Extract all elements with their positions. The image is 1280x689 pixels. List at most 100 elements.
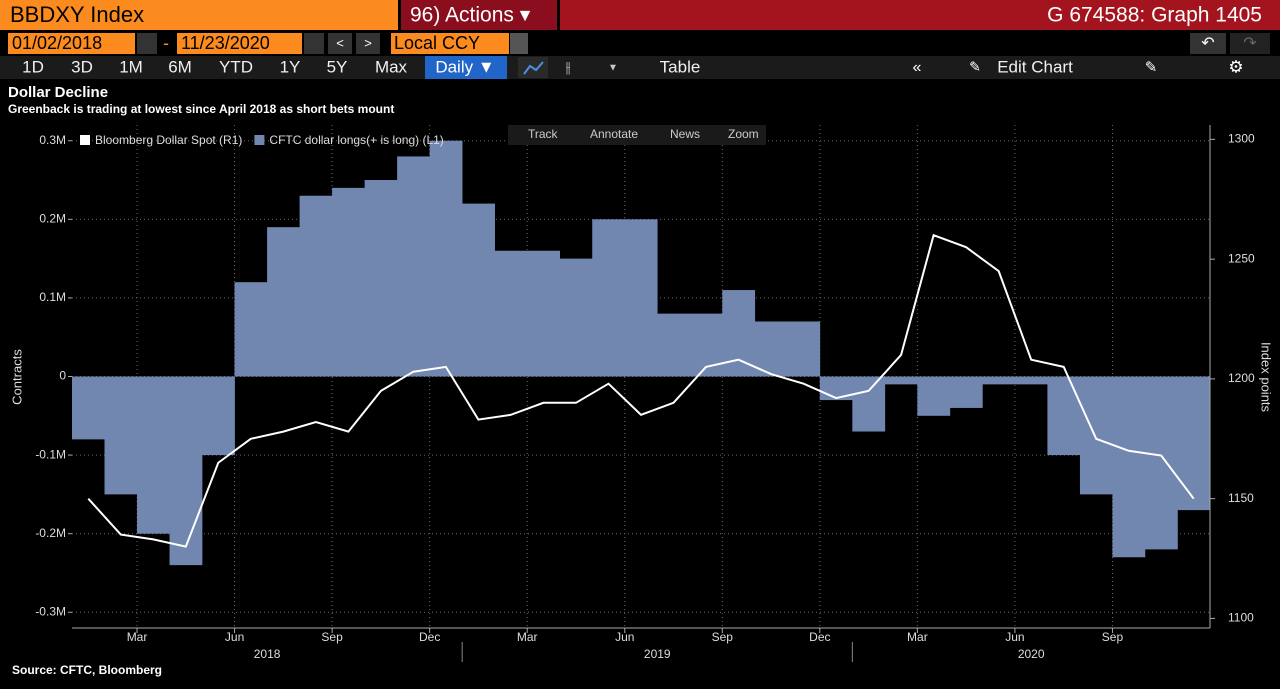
year-label: 2019 <box>644 647 671 661</box>
dropdown-icon[interactable]: ▼ <box>608 63 618 74</box>
y2-tick-label: 1200 <box>1228 371 1255 385</box>
end-date[interactable]: 11/23/2020 <box>181 33 270 53</box>
x-tick-label: Dec <box>419 630 440 644</box>
toolbar-button[interactable]: 6M <box>168 57 192 76</box>
bar <box>884 376 918 385</box>
prev-icon: < <box>336 35 344 50</box>
date-field[interactable] <box>8 33 135 54</box>
toolbar-button[interactable]: 5Y <box>327 57 348 76</box>
y-tick-label: 0 <box>59 369 66 383</box>
date-field[interactable] <box>177 33 302 54</box>
x-tick-label: Mar <box>127 630 148 644</box>
bar <box>462 203 495 377</box>
redo-icon: ↷ <box>1243 35 1257 52</box>
bar <box>787 321 821 377</box>
currency-field[interactable] <box>391 33 509 54</box>
y2-tick-label: 1250 <box>1228 251 1255 265</box>
x-tick-label: Sep <box>712 630 734 644</box>
prev-button[interactable] <box>328 33 352 54</box>
line <box>87 233 1195 548</box>
toolbar-button[interactable]: 1D <box>22 57 44 76</box>
chart-tools <box>508 125 766 145</box>
redo-button[interactable] <box>1230 33 1270 54</box>
bar <box>494 250 528 377</box>
bar <box>982 376 1016 385</box>
bar <box>104 376 138 495</box>
actions-menu[interactable]: 96) Actions ▾ <box>410 4 531 27</box>
bar <box>299 195 333 377</box>
toolbar-button[interactable]: 3D <box>71 57 93 76</box>
toolbar-button[interactable]: 1M <box>119 57 143 76</box>
actions-box[interactable] <box>401 0 557 30</box>
bar <box>592 219 626 377</box>
toolbar-button[interactable]: YTD <box>219 57 253 76</box>
bar <box>754 321 788 377</box>
legend-swatch[interactable] <box>80 135 90 145</box>
bar <box>1177 376 1211 511</box>
bar <box>1047 376 1081 456</box>
chart-tool[interactable]: Zoom <box>728 127 759 141</box>
title-bar <box>560 0 1280 30</box>
start-date[interactable]: 01/02/2018 <box>12 33 102 53</box>
legend-entry[interactable]: CFTC dollar longs(+ is long) (L1) <box>269 133 443 147</box>
bar <box>429 140 463 377</box>
chart-tool[interactable]: News <box>670 127 700 141</box>
x-tick-label: Jun <box>1005 630 1024 644</box>
toolbar-button[interactable]: 1Y <box>280 57 301 76</box>
y-tick-label: -0.2M <box>35 526 66 540</box>
pencil-icon: ✎ <box>969 59 981 75</box>
y-tick-label: 0.1M <box>39 290 66 304</box>
date-dash: - <box>163 33 169 53</box>
line-glyph <box>523 61 544 75</box>
next-button[interactable] <box>356 33 380 54</box>
currency-dropdown[interactable] <box>510 33 528 54</box>
y-tick-label: 0.2M <box>39 211 66 225</box>
toolbar-button[interactable]: Daily ▼ <box>435 57 494 76</box>
bar <box>202 376 235 456</box>
year-label: 2020 <box>1018 647 1045 661</box>
source: Source: CFTC, Bloomberg <box>12 663 162 677</box>
bar <box>267 227 300 377</box>
year-label: 2018 <box>254 647 281 661</box>
y-tick-label: -0.1M <box>35 447 66 461</box>
bar <box>917 376 951 416</box>
settings-icon[interactable]: ⚙ <box>1228 57 1243 76</box>
ticker-box[interactable] <box>0 0 398 30</box>
legend-swatch[interactable] <box>254 135 265 145</box>
bar <box>364 180 398 377</box>
bar <box>949 376 983 408</box>
collapse-icon[interactable]: « <box>913 59 922 76</box>
calendar-button[interactable] <box>304 33 324 54</box>
page-id: G 674588: Graph 1405 <box>1047 4 1262 27</box>
legend-entry[interactable]: Bloomberg Dollar Spot (R1) <box>95 133 242 147</box>
chart-tool[interactable]: Annotate <box>590 127 638 141</box>
y2-tick-label: 1150 <box>1228 491 1254 505</box>
bar <box>852 376 886 432</box>
bar <box>559 258 593 377</box>
y-tick-label: 0.3M <box>39 133 66 147</box>
chart-tool[interactable]: Track <box>528 127 559 141</box>
x-tick-label: Mar <box>907 630 928 644</box>
bar <box>1144 376 1178 550</box>
y-tick-label: -0.3M <box>35 604 66 618</box>
undo-icon: ↶ <box>1201 35 1214 52</box>
undo-button[interactable] <box>1190 33 1226 54</box>
toolbar-button[interactable]: Table <box>660 57 701 76</box>
chart-title: Dollar Decline <box>8 84 108 101</box>
edit-icon[interactable]: ✎ <box>1145 59 1158 76</box>
currency[interactable]: Local CCY <box>394 33 480 53</box>
bar <box>332 187 365 377</box>
chart-subtitle: Greenback is trading at lowest since Apr… <box>8 102 394 116</box>
ticker: BBDXY Index <box>10 2 144 27</box>
bar <box>234 282 268 377</box>
toolbar-button[interactable]: Max <box>375 57 408 76</box>
toolbar <box>0 56 1280 79</box>
next-icon: > <box>364 35 372 50</box>
toolbar-button[interactable]: Edit Chart <box>997 57 1073 76</box>
bar-icon[interactable]: ⫲ <box>566 59 571 76</box>
x-tick-label: Jun <box>225 630 244 644</box>
bar <box>624 219 658 377</box>
calendar-button[interactable] <box>137 33 157 54</box>
